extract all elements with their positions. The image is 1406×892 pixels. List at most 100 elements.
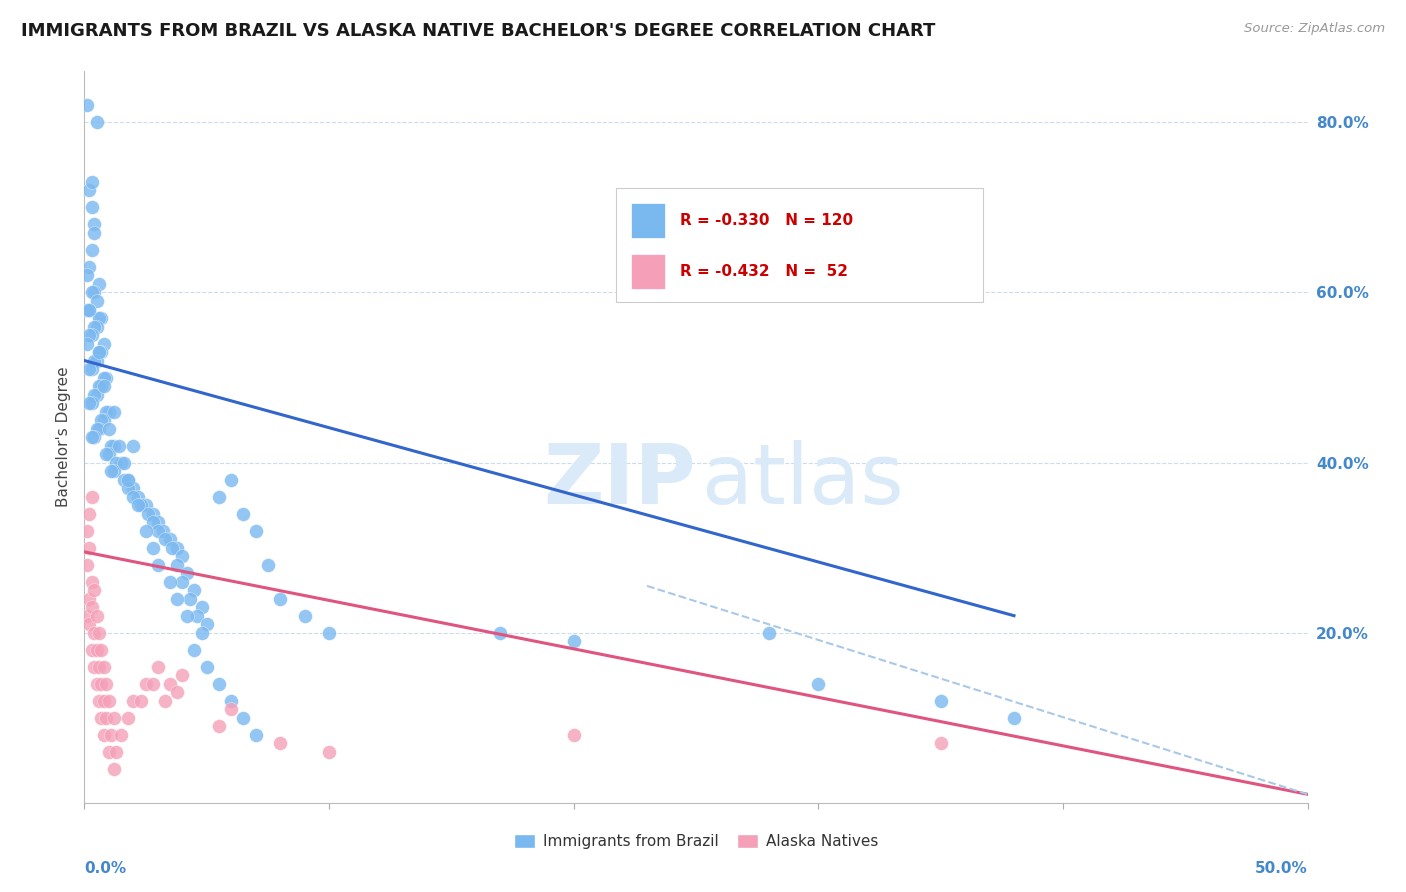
Point — [76, 98, 98, 112]
Point — [83, 625, 105, 640]
Point — [929, 694, 952, 708]
Point — [77, 617, 100, 632]
Point — [257, 558, 280, 572]
Point — [152, 524, 174, 538]
Point — [117, 481, 139, 495]
Point — [80, 201, 103, 215]
Point — [83, 218, 105, 232]
Text: 50.0%: 50.0% — [1254, 861, 1308, 876]
Point — [245, 524, 267, 538]
Point — [122, 490, 145, 504]
Point — [135, 677, 157, 691]
Point — [127, 498, 149, 512]
Point — [86, 353, 108, 368]
Point — [90, 642, 112, 657]
Point — [146, 659, 169, 673]
Point — [219, 694, 242, 708]
Point — [77, 183, 100, 197]
Point — [195, 617, 218, 632]
Point — [86, 608, 108, 623]
Point — [562, 634, 585, 648]
Point — [93, 370, 115, 384]
Point — [83, 285, 105, 300]
Point — [172, 549, 194, 563]
Point — [142, 541, 165, 555]
Point — [318, 625, 340, 640]
Point — [489, 625, 512, 640]
Point — [93, 694, 115, 708]
Y-axis label: Bachelor's Degree: Bachelor's Degree — [56, 367, 72, 508]
Point — [127, 490, 149, 504]
Point — [87, 421, 110, 435]
Point — [77, 541, 100, 555]
Point — [117, 711, 139, 725]
Point — [76, 336, 98, 351]
Point — [86, 677, 108, 691]
Point — [96, 404, 118, 418]
Point — [208, 677, 231, 691]
Point — [318, 745, 340, 759]
Point — [142, 515, 165, 529]
Point — [103, 464, 125, 478]
Point — [195, 659, 218, 673]
Point — [183, 583, 205, 598]
Point — [76, 558, 98, 572]
Point — [86, 319, 108, 334]
Point — [179, 591, 201, 606]
Point — [77, 507, 100, 521]
Point — [100, 439, 122, 453]
Point — [77, 396, 100, 410]
Point — [97, 694, 120, 708]
Point — [90, 413, 112, 427]
Point — [90, 311, 112, 326]
Point — [166, 685, 188, 699]
Point — [562, 728, 585, 742]
Point — [97, 421, 120, 435]
Point — [93, 336, 115, 351]
Text: R = -0.432   N =  52: R = -0.432 N = 52 — [681, 264, 848, 279]
Point — [110, 456, 132, 470]
Point — [117, 473, 139, 487]
Point — [294, 608, 316, 623]
Point — [146, 515, 169, 529]
Point — [208, 719, 231, 733]
Point — [219, 473, 242, 487]
Point — [269, 736, 291, 750]
Point — [87, 694, 110, 708]
Point — [87, 345, 110, 359]
Point — [76, 608, 98, 623]
Point — [100, 464, 122, 478]
Point — [93, 659, 115, 673]
Point — [166, 541, 188, 555]
Point — [96, 370, 118, 384]
Point — [90, 711, 112, 725]
Point — [80, 396, 103, 410]
Point — [191, 600, 214, 615]
Point — [107, 439, 129, 453]
Point — [80, 328, 103, 343]
Point — [1002, 711, 1025, 725]
Legend: Immigrants from Brazil, Alaska Natives: Immigrants from Brazil, Alaska Natives — [508, 828, 884, 855]
Text: IMMIGRANTS FROM BRAZIL VS ALASKA NATIVE BACHELOR'S DEGREE CORRELATION CHART: IMMIGRANTS FROM BRAZIL VS ALASKA NATIVE … — [21, 22, 935, 40]
Point — [93, 379, 115, 393]
Point — [76, 268, 98, 283]
Point — [80, 642, 103, 657]
Point — [80, 285, 103, 300]
Point — [80, 600, 103, 615]
Point — [146, 524, 169, 538]
Point — [245, 728, 267, 742]
Point — [117, 473, 139, 487]
Text: 0.0%: 0.0% — [84, 861, 127, 876]
Point — [122, 439, 145, 453]
Text: ZIP: ZIP — [544, 441, 696, 522]
FancyBboxPatch shape — [631, 254, 665, 289]
Point — [80, 490, 103, 504]
Point — [90, 677, 112, 691]
Point — [135, 498, 157, 512]
Point — [129, 694, 152, 708]
Point — [83, 583, 105, 598]
Point — [172, 574, 194, 589]
Point — [208, 490, 231, 504]
FancyBboxPatch shape — [616, 188, 983, 301]
Point — [86, 642, 108, 657]
